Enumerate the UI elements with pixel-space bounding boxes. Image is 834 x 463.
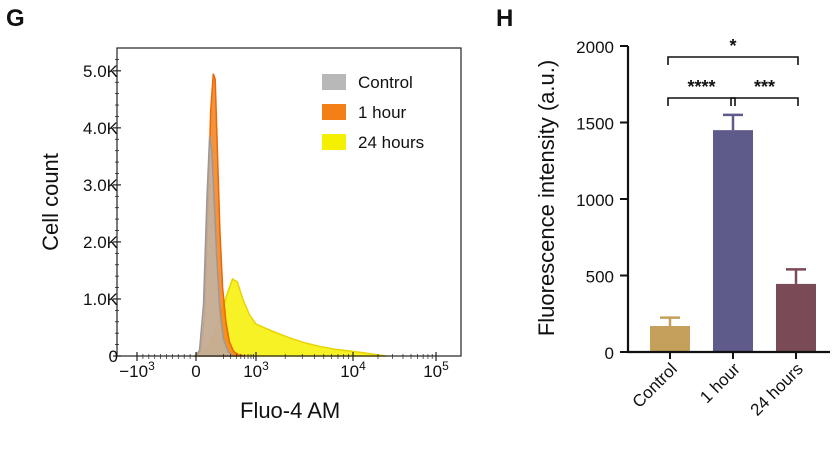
- significance-bracket: [730, 97, 799, 106]
- bar-y-tick-label: 1000: [576, 191, 614, 210]
- bar-x-ticks: Control 1 hour 24 hours: [629, 352, 807, 420]
- histogram-y-axis-title: Cell count: [38, 153, 63, 251]
- histogram-x-tick-label: 0: [191, 362, 200, 381]
- histogram-x-tick-label: −103: [119, 359, 155, 381]
- histogram-y-tick-label: 4.0K: [83, 119, 119, 138]
- histogram-series-group: [192, 73, 387, 357]
- bar-x-tick-label: Control: [629, 359, 681, 411]
- histogram-series-control: [193, 136, 235, 357]
- significance-label: *: [729, 36, 736, 56]
- bar-y-tick-label: 2000: [576, 38, 614, 57]
- significance-bracket: [667, 56, 799, 65]
- bar-chart: 0 500 1000 1500 2000 Control 1 hour 24 hours *…: [534, 36, 830, 420]
- histogram-x-tick-label: 104: [340, 359, 366, 381]
- legend-label: 1 hour: [358, 103, 407, 122]
- histogram-y-tick-label: 2.0K: [83, 233, 119, 252]
- significance-brackets: **** ****: [667, 36, 799, 106]
- legend-swatch-1-hour: [322, 104, 346, 120]
- histogram-frame: [116, 47, 462, 357]
- histogram-x-axis-title: Fluo-4 AM: [240, 398, 340, 423]
- bar-y-axis-title: Fluorescence intensity (a.u.): [534, 60, 559, 336]
- bar-series-group: [650, 113, 816, 352]
- significance-bracket: [667, 97, 736, 106]
- bar-y-tick-label: 500: [586, 268, 614, 287]
- bar-x-tick-label: 24 hours: [747, 359, 807, 419]
- significance-label: ***: [754, 77, 775, 97]
- legend-label: Control: [358, 73, 413, 92]
- histogram-y-tick-label: 3.0K: [83, 176, 119, 195]
- bar-y-ticks: 0 500 1000 1500 2000: [576, 38, 628, 363]
- histogram-chart: 01.0K2.0K3.0K4.0K5.0K −103 0 103 104 105 Flu…: [38, 47, 462, 423]
- histogram-x-ticks: −103 0 103 104 105: [119, 352, 449, 381]
- panel-label-g: G: [6, 5, 25, 32]
- legend-swatch-control: [322, 74, 346, 90]
- bar-y-tick-label: 0: [605, 344, 614, 363]
- histogram-legend: Control 1 hour 24 hours: [322, 73, 424, 152]
- histogram-x-tick-label: 105: [423, 359, 449, 381]
- histogram-x-tick-label: 103: [243, 359, 269, 381]
- legend-swatch-24-hours: [322, 134, 346, 150]
- histogram-y-ticks: 0 1.0K 2.0K 3.0K 4.0K 5.0K: [83, 59, 121, 366]
- bar-x-tick-label: 1 hour: [696, 359, 744, 407]
- histogram-y-tick-label: 1.0K: [83, 290, 119, 309]
- bar-y-tick-label: 1500: [576, 115, 614, 134]
- bar-control: [650, 325, 690, 352]
- significance-label: ****: [687, 77, 715, 97]
- histogram-y-tick-label: 5.0K: [83, 62, 119, 81]
- legend-label: 24 hours: [358, 133, 424, 152]
- histogram-y-tick-label: 0: [109, 347, 118, 366]
- bar-24-hours: [776, 283, 816, 352]
- bar-1-hour: [713, 130, 753, 352]
- panel-label-h: H: [496, 5, 513, 32]
